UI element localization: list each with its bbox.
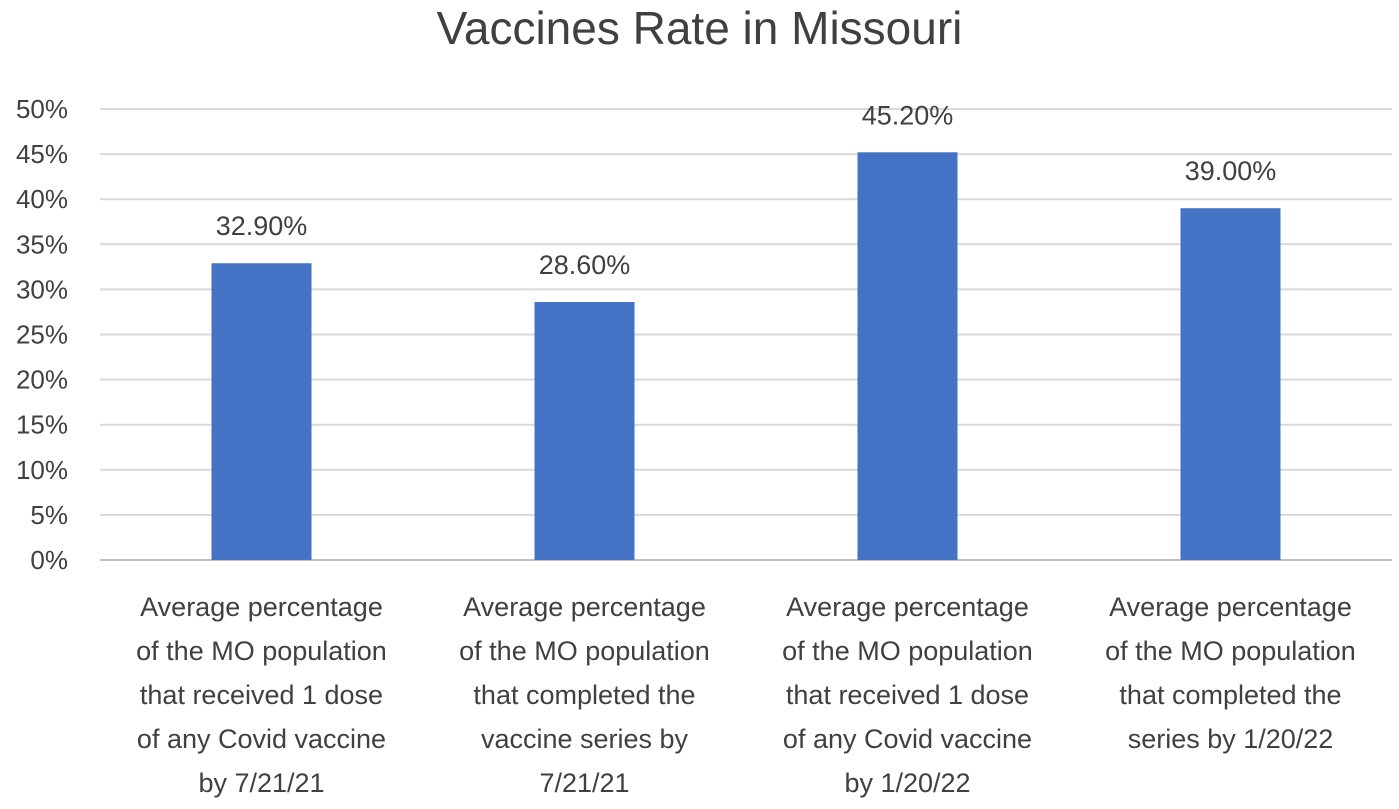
data-label: 39.00%	[1185, 156, 1277, 186]
data-labels: 32.90% 28.60% 45.20% 39.00%	[216, 100, 1277, 280]
category-label-line: of the MO population	[136, 636, 387, 666]
x-axis: Average percentage of the MO population th…	[136, 592, 1356, 798]
y-tick-label: 35%	[16, 229, 68, 259]
y-tick-label: 10%	[16, 455, 68, 485]
y-tick-label: 30%	[16, 274, 68, 304]
data-label: 28.60%	[539, 250, 631, 280]
category-label-line: of the MO population	[1105, 636, 1356, 666]
category-label-line: Average percentage	[786, 592, 1029, 622]
category-label-line: series by 1/20/22	[1128, 724, 1334, 754]
category-label-line: that completed the	[473, 680, 695, 710]
bar	[534, 302, 635, 560]
category-label-line: of any Covid vaccine	[783, 724, 1032, 754]
y-tick-label: 40%	[16, 184, 68, 214]
y-axis: 0% 5% 10% 15% 20% 25% 30% 35% 40% 45% 50%	[16, 94, 68, 575]
category-label: Average percentage of the MO population th…	[782, 592, 1033, 798]
category-label-line: of the MO population	[782, 636, 1033, 666]
data-label: 32.90%	[216, 211, 308, 241]
category-label: Average percentage of the MO population th…	[1105, 592, 1356, 754]
data-label: 45.20%	[862, 100, 954, 130]
y-tick-label: 50%	[16, 94, 68, 124]
category-label-line: of the MO population	[459, 636, 710, 666]
category-label-line: Average percentage	[463, 592, 706, 622]
category-label-line: that received 1 dose	[140, 680, 383, 710]
category-label: Average percentage of the MO population th…	[136, 592, 387, 798]
category-label-line: by 7/21/21	[198, 768, 324, 798]
y-tick-label: 45%	[16, 139, 68, 169]
y-tick-label: 20%	[16, 365, 68, 395]
y-tick-label: 5%	[30, 500, 68, 530]
y-tick-label: 0%	[30, 545, 68, 575]
category-label-line: 7/21/21	[539, 768, 629, 798]
category-label-line: Average percentage	[140, 592, 383, 622]
category-label-line: by 1/20/22	[844, 768, 970, 798]
gridlines	[100, 108, 1392, 561]
bar	[1180, 208, 1281, 560]
category-label-line: that completed the	[1119, 680, 1341, 710]
category-label: Average percentage of the MO population th…	[459, 592, 710, 798]
chart-title: Vaccines Rate in Missouri	[436, 2, 963, 54]
y-tick-label: 15%	[16, 410, 68, 440]
y-tick-label: 25%	[16, 320, 68, 350]
category-label-line: of any Covid vaccine	[137, 724, 386, 754]
bar	[857, 152, 958, 560]
category-label-line: vaccine series by	[481, 724, 689, 754]
category-label-line: that received 1 dose	[786, 680, 1029, 710]
bars	[211, 152, 1281, 560]
bar	[211, 263, 312, 560]
category-label-line: Average percentage	[1109, 592, 1352, 622]
